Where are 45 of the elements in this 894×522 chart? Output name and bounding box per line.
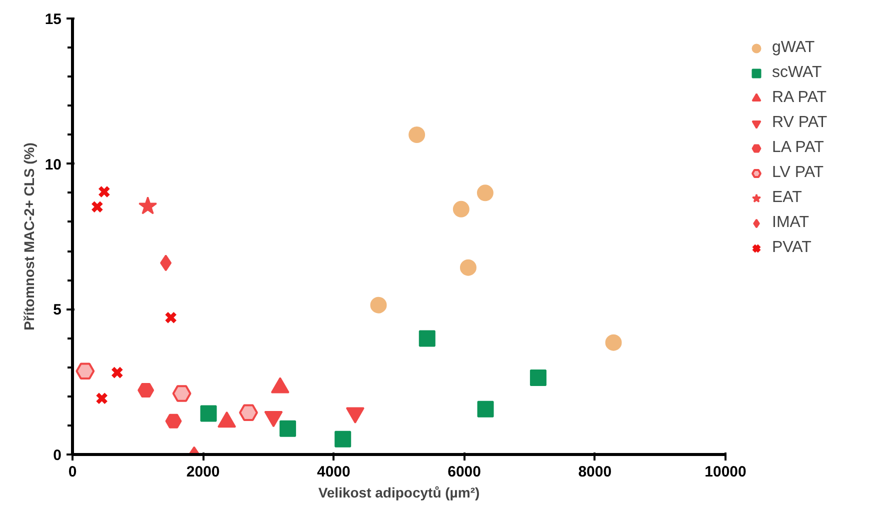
point (605, 334, 622, 351)
legend-label: PVAT (772, 239, 812, 257)
x-tick-label: 2000 (186, 464, 220, 480)
legend-label: IMAT (772, 214, 810, 232)
point (408, 126, 426, 143)
point (138, 196, 158, 214)
point (138, 383, 154, 398)
y-tick-label: 0 (53, 447, 62, 464)
point (370, 296, 387, 314)
legend-label: RV PAT (772, 114, 828, 132)
legend-label: LA PAT (772, 139, 825, 157)
point (280, 420, 296, 437)
x-tick-label: 8000 (578, 464, 612, 480)
legend-label: RA PAT (772, 89, 828, 107)
x-tick-label: 4000 (317, 464, 350, 480)
point (98, 185, 110, 198)
point (477, 400, 494, 418)
point (418, 330, 436, 347)
point (200, 405, 217, 422)
point (165, 414, 182, 428)
point (76, 362, 95, 380)
y-tick-label: 10 (44, 156, 62, 174)
point (172, 385, 192, 402)
point (452, 200, 470, 218)
point (476, 184, 494, 202)
point (460, 259, 476, 276)
point (334, 430, 352, 448)
y-tick-label: 15 (44, 11, 62, 28)
y-axis-title: Přítomnost MAC-2+ CLS (%) (20, 142, 37, 330)
point (110, 366, 124, 379)
x-axis-title: Velikost adipocytů (µm²) (318, 484, 480, 500)
legend-label: EAT (772, 189, 803, 207)
x-tick-label: 10000 (704, 464, 746, 480)
point (238, 404, 258, 422)
legend-label: scWAT (772, 64, 823, 82)
legend-label: gWAT (772, 39, 816, 57)
point (90, 200, 104, 214)
point (160, 254, 172, 272)
x-tick-label: 0 (68, 464, 77, 480)
y-tick-label: 5 (53, 302, 62, 319)
x-tick-label: 6000 (448, 464, 481, 480)
point (530, 370, 546, 386)
legend-label: LV PAT (772, 164, 825, 182)
point (96, 392, 108, 405)
point (164, 311, 178, 324)
